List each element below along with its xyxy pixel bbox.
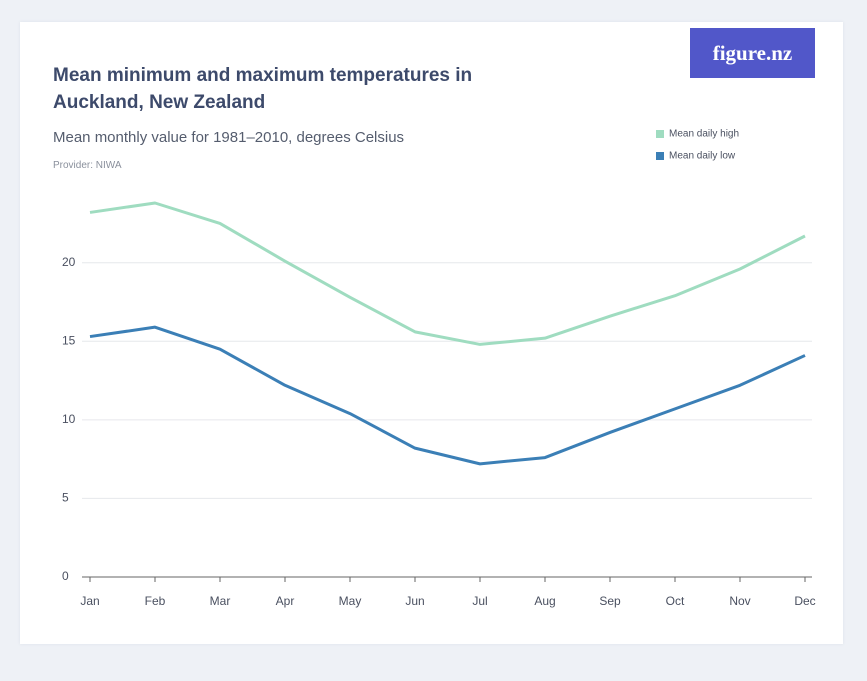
chart-subtitle: Mean monthly value for 1981–2010, degree… [53, 129, 405, 146]
x-tick-label: Dec [794, 594, 815, 608]
x-tick-label: May [339, 594, 362, 608]
legend-label: Mean daily high [669, 129, 739, 140]
chart-title: Mean minimum and maximum temperatures in… [53, 65, 473, 113]
logo[interactable]: figure.nz [690, 28, 815, 78]
x-tick-label: Jul [472, 594, 487, 608]
x-tick-label: Mar [210, 594, 231, 608]
y-tick-label: 10 [62, 412, 76, 426]
legend-label: Mean daily low [669, 151, 736, 162]
x-tick-label: Sep [599, 594, 621, 608]
x-tick-label: Aug [534, 594, 555, 608]
y-tick-label: 20 [62, 255, 76, 269]
line-series [89, 325, 806, 466]
card [20, 22, 843, 644]
source: Provider: NIWA [53, 160, 122, 171]
x-tick-label: Apr [276, 594, 295, 608]
x-tick-label: Jan [80, 594, 99, 608]
x-tick-label: Nov [729, 594, 750, 608]
x-tick-label: Oct [666, 594, 685, 608]
legend-swatch [656, 152, 664, 160]
y-tick-label: 5 [62, 491, 69, 505]
y-tick-label: 15 [62, 333, 76, 347]
x-tick-label: Feb [145, 594, 166, 608]
y-tick-label: 0 [62, 569, 69, 583]
x-tick-label: Jun [405, 594, 424, 608]
legend-swatch [656, 130, 664, 138]
line-series [89, 201, 806, 346]
